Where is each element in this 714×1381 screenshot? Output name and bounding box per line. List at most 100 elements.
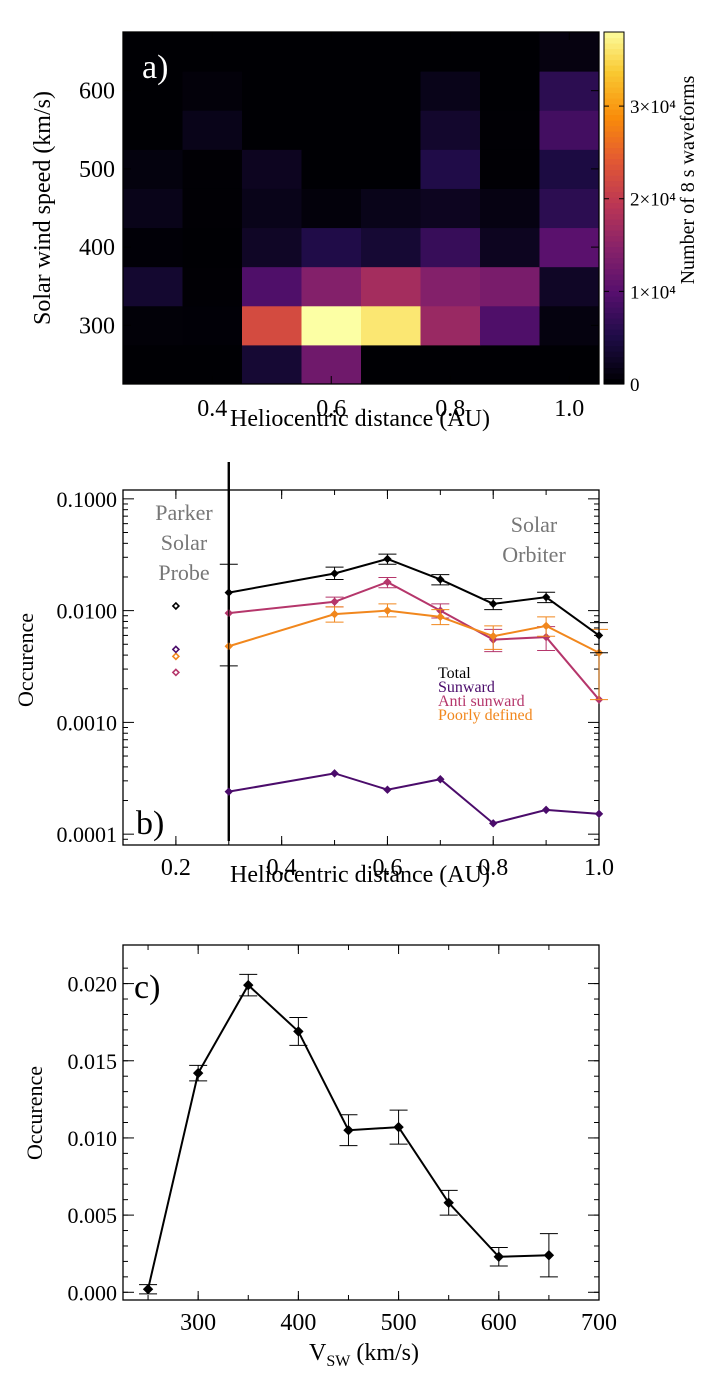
panel-a-frame: [122, 31, 600, 385]
psp-data-point: [171, 601, 181, 611]
colorbar-label: Number of 8 s waveforms: [677, 75, 699, 284]
heatmap-cell: [480, 110, 540, 150]
data-point: [330, 769, 339, 778]
data-point: [243, 979, 254, 991]
heatmap-cell: [420, 266, 481, 307]
colorbar-segment: [604, 323, 624, 330]
x-tick-label: 0.4: [197, 396, 227, 422]
heatmap-cell: [123, 110, 183, 150]
heatmap-cell: [539, 110, 600, 150]
colorbar-segment: [604, 230, 624, 237]
panel-c-frame: [122, 944, 600, 1301]
colorbar-segment: [604, 131, 624, 138]
colorbar-segment: [604, 301, 624, 308]
panel-a-ylabel: Solar wind speed (km/s): [30, 91, 56, 325]
heatmap-cell: [480, 344, 540, 385]
colorbar-segment: [604, 362, 624, 369]
colorbar-segment: [604, 142, 624, 149]
heatmap-cell: [123, 188, 183, 229]
colorbar-segment: [604, 373, 624, 380]
colorbar-segment: [604, 307, 624, 314]
solar-orbiter-label-line2: Orbiter: [502, 542, 566, 567]
colorbar-segment: [604, 329, 624, 336]
psp-data-point: [171, 652, 181, 661]
heatmap-cell: [480, 188, 540, 229]
y-tick-label: 0.0010: [57, 710, 118, 735]
y-tick-label: 300: [79, 313, 115, 339]
heatmap-cell: [182, 266, 243, 307]
data-point: [489, 632, 498, 641]
data-point: [330, 569, 339, 578]
heatmap-cell: [301, 266, 362, 307]
colorbar-segment: [604, 334, 624, 341]
data-point: [393, 1121, 404, 1133]
panel-b-xlabel: Heliocentric distance (AU): [230, 862, 490, 888]
colorbar-segment: [604, 92, 624, 99]
panel-a-xlabel: Heliocentric distance (AU): [230, 406, 490, 432]
psp-label-line3: Probe: [158, 560, 209, 585]
colorbar-frame: [603, 31, 625, 385]
colorbar-segment: [604, 153, 624, 160]
heatmap-cell: [361, 305, 421, 346]
heatmap-cell: [361, 227, 421, 268]
heatmap-cell: [480, 266, 540, 307]
x-tick-label: 300: [180, 1310, 216, 1336]
heatmap-cell: [301, 227, 362, 268]
colorbar-segment: [604, 70, 624, 77]
colorbar-segment: [604, 340, 624, 347]
heatmap-cell: [539, 149, 600, 189]
series-line: [228, 772, 600, 825]
x-tick-label: 0.4: [267, 855, 297, 881]
data-point: [489, 819, 498, 828]
heatmap-cell: [242, 32, 302, 72]
heatmap-cell: [480, 149, 540, 189]
vsw-subscript: SW: [326, 1353, 351, 1370]
heatmap-cell: [361, 110, 421, 150]
series-sunward: [171, 645, 604, 828]
heatmap-cell: [182, 110, 243, 150]
data-point: [594, 809, 604, 819]
data-point: [293, 1026, 304, 1037]
heatmap-cell: [182, 227, 243, 268]
heatmap-cell: [123, 32, 183, 72]
solar-orbiter-label-line1: Solar: [511, 512, 558, 537]
data-point: [594, 631, 604, 640]
y-tick-label: 0.0100: [57, 599, 118, 624]
heatmap-cell: [420, 149, 481, 189]
colorbar-segment: [604, 290, 624, 297]
colorbar-segment: [604, 219, 624, 226]
y-tick-label: 0.020: [68, 972, 118, 997]
heatmap-cell: [539, 71, 600, 111]
heatmap-cell: [480, 227, 540, 268]
panel-b-ylabel: Occurence: [13, 613, 38, 707]
colorbar-segment: [604, 296, 624, 303]
colorbar-segment: [604, 81, 624, 88]
heatmap-cell: [539, 305, 600, 346]
data-point: [224, 787, 233, 796]
colorbar-segment: [604, 125, 624, 132]
heatmap-cell: [123, 305, 183, 346]
colorbar-segment: [604, 43, 624, 50]
colorbar-segment: [604, 202, 624, 209]
colorbar-segment: [604, 164, 624, 171]
colorbar-segment: [604, 345, 624, 352]
colorbar-segment: [604, 279, 624, 286]
y-tick-label: 0.1000: [57, 487, 118, 512]
colorbar-segment: [604, 103, 624, 110]
data-point: [541, 592, 551, 602]
heatmap-cell: [420, 71, 481, 111]
series-line: [228, 580, 600, 701]
colorbar-segment: [604, 285, 624, 292]
y-tick-label: 0.000: [68, 1280, 118, 1305]
colorbar-segment: [604, 76, 624, 83]
colorbar-segment: [604, 208, 624, 215]
colorbar-tick-label: 0: [630, 375, 640, 396]
colorbar-segment: [604, 65, 624, 72]
legend-sunward: Sunward: [438, 679, 495, 696]
heatmap-cell: [480, 32, 540, 72]
data-point: [541, 805, 551, 815]
colorbar-segment: [604, 59, 624, 66]
legend-poorly-defined: Poorly defined: [438, 707, 533, 724]
panel-c-ylabel: Occurence: [22, 1066, 47, 1160]
heatmap-cell: [361, 71, 421, 111]
